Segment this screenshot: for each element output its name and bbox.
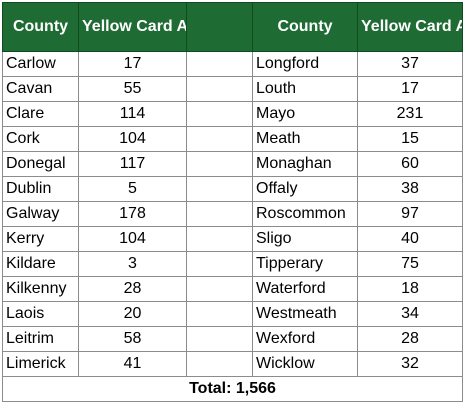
cases-cell-left: 20	[78, 301, 187, 327]
county-cell-left: Cavan	[2, 76, 79, 102]
cases-cell-right: 15	[357, 126, 463, 152]
county-cell-right: Louth	[252, 76, 358, 102]
cases-header-right: Yellow Card ANC cases	[357, 2, 463, 52]
county-cell-left: Galway	[2, 201, 79, 227]
spacer-cell	[186, 176, 253, 202]
spacer-cell	[186, 101, 253, 127]
table-row: Kerry 104 Sligo 40	[2, 226, 463, 252]
cases-cell-left: 58	[78, 326, 187, 352]
spacer-cell	[186, 351, 253, 377]
cases-cell-right: 17	[357, 76, 463, 102]
table-row: Cavan 55 Louth 17	[2, 76, 463, 102]
county-cell-right: Waterford	[252, 276, 358, 302]
county-cell-right: Roscommon	[252, 201, 358, 227]
spacer-cell	[186, 301, 253, 327]
county-cell-right: Tipperary	[252, 251, 358, 277]
total-row: Total: 1,566	[2, 376, 463, 402]
county-cell-right: Westmeath	[252, 301, 358, 327]
table-body: Carlow 17 Longford 37 Cavan 55 Louth 17 Clare 114…	[2, 51, 463, 377]
county-cell-left: Carlow	[2, 51, 79, 77]
county-cell-left: Limerick	[2, 351, 79, 377]
county-cell-left: Cork	[2, 126, 79, 152]
county-header-right: County	[252, 2, 358, 52]
cases-cell-left: 117	[78, 151, 187, 177]
county-cell-right: Monaghan	[252, 151, 358, 177]
spacer-cell	[186, 276, 253, 302]
cases-cell-left: 55	[78, 76, 187, 102]
table-row: Laois 20 Westmeath 34	[2, 301, 463, 327]
spacer-header	[186, 2, 253, 52]
spacer-cell	[186, 226, 253, 252]
cases-cell-left: 114	[78, 101, 187, 127]
spacer-cell	[186, 51, 253, 77]
cases-cell-right: 97	[357, 201, 463, 227]
cases-cell-right: 75	[357, 251, 463, 277]
spacer-cell	[186, 126, 253, 152]
cases-cell-left: 17	[78, 51, 187, 77]
table-row: Kildare 3 Tipperary 75	[2, 251, 463, 277]
cases-cell-right: 40	[357, 226, 463, 252]
county-cell-right: Offaly	[252, 176, 358, 202]
table-row: Leitrim 58 Wexford 28	[2, 326, 463, 352]
spacer-cell	[186, 251, 253, 277]
county-cell-left: Donegal	[2, 151, 79, 177]
table-row: Kilkenny 28 Waterford 18	[2, 276, 463, 302]
county-cell-left: Laois	[2, 301, 79, 327]
cases-cell-right: 18	[357, 276, 463, 302]
table-row: Galway 178 Roscommon 97	[2, 201, 463, 227]
total-value: Total: 1,566	[2, 376, 463, 402]
county-header-left: County	[2, 2, 79, 52]
county-cell-left: Kildare	[2, 251, 79, 277]
cases-cell-right: 32	[357, 351, 463, 377]
cases-cell-right: 37	[357, 51, 463, 77]
cases-cell-right: 28	[357, 326, 463, 352]
spacer-cell	[186, 201, 253, 227]
cases-cell-right: 60	[357, 151, 463, 177]
table-row: Dublin 5 Offaly 38	[2, 176, 463, 202]
cases-cell-left: 5	[78, 176, 187, 202]
cases-cell-left: 104	[78, 126, 187, 152]
county-cell-right: Meath	[252, 126, 358, 152]
county-cell-right: Wexford	[252, 326, 358, 352]
county-cell-left: Kerry	[2, 226, 79, 252]
header-row: County Yellow Card ANC cases County Yell…	[2, 2, 463, 52]
county-cell-right: Wicklow	[252, 351, 358, 377]
table-row: Limerick 41 Wicklow 32	[2, 351, 463, 377]
spacer-cell	[186, 151, 253, 177]
county-cell-right: Sligo	[252, 226, 358, 252]
cases-cell-left: 104	[78, 226, 187, 252]
cases-cell-left: 3	[78, 251, 187, 277]
county-cell-right: Mayo	[252, 101, 358, 127]
cases-cell-left: 41	[78, 351, 187, 377]
cases-cell-right: 231	[357, 101, 463, 127]
cases-header-left: Yellow Card ANC cases	[78, 2, 187, 52]
table-row: Clare 114 Mayo 231	[2, 101, 463, 127]
county-cell-left: Dublin	[2, 176, 79, 202]
county-cell-left: Kilkenny	[2, 276, 79, 302]
table-row: Carlow 17 Longford 37	[2, 51, 463, 77]
cases-cell-left: 178	[78, 201, 187, 227]
county-cell-right: Longford	[252, 51, 358, 77]
table-row: Donegal 117 Monaghan 60	[2, 151, 463, 177]
county-cell-left: Clare	[2, 101, 79, 127]
spacer-cell	[186, 326, 253, 352]
county-cell-left: Leitrim	[2, 326, 79, 352]
cases-cell-right: 34	[357, 301, 463, 327]
table-row: Cork 104 Meath 15	[2, 126, 463, 152]
cases-cell-right: 38	[357, 176, 463, 202]
cases-cell-left: 28	[78, 276, 187, 302]
spacer-cell	[186, 76, 253, 102]
